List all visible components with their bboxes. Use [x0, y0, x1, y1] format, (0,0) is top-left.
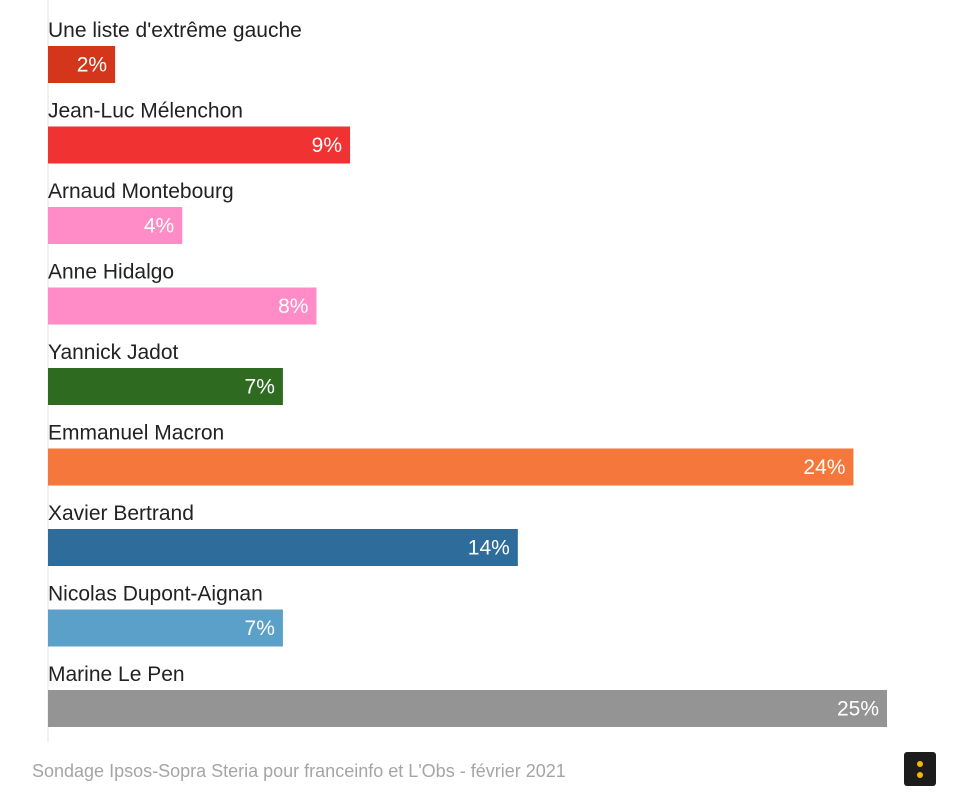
bar-row: Nicolas Dupont-Aignan 7% — [48, 583, 283, 647]
bar — [48, 690, 887, 727]
vertical-dots-icon — [917, 771, 923, 778]
bar — [48, 448, 854, 486]
vertical-dots-icon — [917, 760, 923, 767]
bar-row: Yannick Jadot 7% — [48, 341, 283, 405]
source-note: Sondage Ipsos-Sopra Steria pour francein… — [32, 761, 566, 781]
value-label: 2% — [77, 54, 107, 77]
bar — [48, 529, 518, 566]
value-label: 7% — [245, 376, 275, 399]
bar-row: Emmanuel Macron 24% — [48, 422, 854, 486]
category-label: Marine Le Pen — [48, 663, 185, 686]
bar — [48, 46, 116, 83]
bar — [48, 609, 283, 647]
category-label: Jean-Luc Mélenchon — [48, 100, 243, 123]
bar-row: Arnaud Montebourg 4% — [48, 180, 234, 244]
value-label: 9% — [312, 134, 342, 157]
category-label: Une liste d'extrême gauche — [48, 19, 302, 42]
category-label: Emmanuel Macron — [48, 422, 224, 445]
bar — [48, 207, 183, 244]
bar — [48, 368, 283, 405]
bar-row: Xavier Bertrand 14% — [48, 502, 518, 566]
bars-layer: Une liste d'extrême gauche 2% Jean-Luc Mél… — [48, 19, 887, 727]
category-label: Arnaud Montebourg — [48, 180, 234, 203]
bar-row: Une liste d'extrême gauche 2% — [48, 19, 302, 83]
category-label: Nicolas Dupont-Aignan — [48, 583, 263, 606]
bar — [48, 126, 351, 164]
bar-row: Jean-Luc Mélenchon 9% — [48, 100, 351, 164]
bar-chart: Une liste d'extrême gauche 2% Jean-Luc Mél… — [47, 0, 887, 742]
category-label: Xavier Bertrand — [48, 502, 194, 525]
bar-row: Marine Le Pen 25% — [48, 663, 887, 727]
value-label: 8% — [278, 295, 308, 318]
value-label: 24% — [803, 456, 845, 479]
value-label: 14% — [468, 537, 510, 560]
value-label: 7% — [245, 617, 275, 640]
bar-row: Anne Hidalgo 8% — [48, 261, 317, 325]
bar — [48, 287, 317, 325]
value-label: 4% — [144, 215, 174, 238]
category-label: Yannick Jadot — [48, 341, 179, 364]
value-label: 25% — [837, 698, 879, 721]
category-label: Anne Hidalgo — [48, 261, 174, 284]
chart-menu-button[interactable] — [904, 752, 936, 786]
